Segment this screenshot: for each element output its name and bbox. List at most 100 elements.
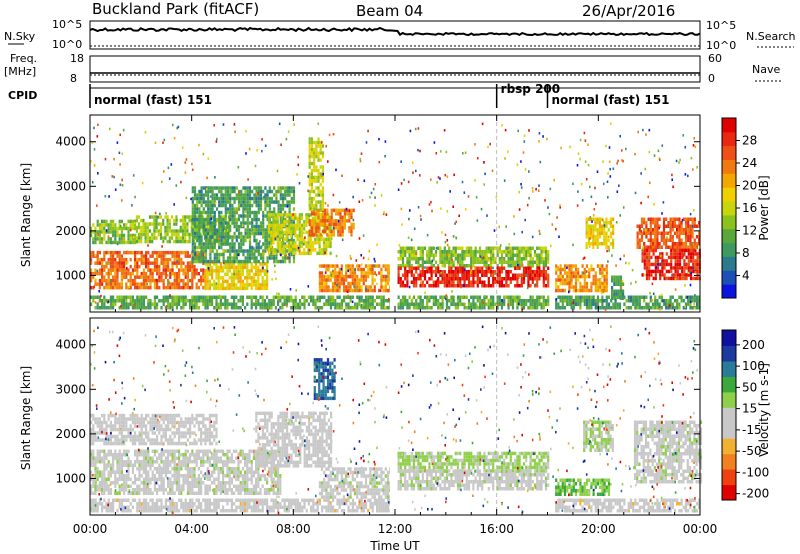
- heatmap-cell: [448, 306, 451, 310]
- heatmap-cell: [292, 241, 295, 245]
- heatmap-cell: [542, 257, 545, 261]
- heatmap-speckle: [365, 287, 367, 291]
- heatmap-cell: [314, 216, 317, 221]
- heatmap-cell: [324, 215, 327, 220]
- heatmap-cell: [487, 264, 490, 268]
- heatmap-cell: [492, 299, 495, 303]
- heatmap-cell: [331, 285, 335, 289]
- heatmap-cell: [358, 285, 361, 289]
- heatmap-cell: [251, 245, 254, 250]
- heatmap-cell: [220, 217, 223, 222]
- heatmap-cell: [129, 237, 132, 241]
- heatmap-cell: [605, 264, 608, 268]
- heatmap-speckle: [321, 174, 323, 177]
- heatmap-cell: [410, 270, 413, 274]
- heatmap-cell: [235, 228, 238, 232]
- heatmap-cell: [244, 256, 247, 260]
- heatmap-cell: [382, 278, 385, 282]
- heatmap-cell: [437, 306, 440, 310]
- heatmap-cell: [330, 222, 333, 227]
- heatmap-speckle: [495, 196, 498, 199]
- heatmap-cell: [259, 200, 263, 204]
- heatmap-cell: [585, 288, 589, 293]
- heatmap-speckle: [674, 277, 676, 281]
- heatmap-cell: [287, 241, 290, 245]
- heatmap-cell: [613, 275, 616, 279]
- heatmap-cell: [224, 286, 227, 291]
- heatmap-cell: [516, 302, 519, 306]
- heatmap-cell: [386, 281, 390, 286]
- heatmap-cell: [522, 266, 526, 270]
- heatmap-cell: [299, 299, 302, 303]
- heatmap-cell: [209, 186, 212, 190]
- heatmap-cell: [189, 264, 192, 269]
- heatmap-cell: [281, 186, 285, 190]
- heatmap-cell: [246, 256, 249, 260]
- heatmap-cell: [428, 277, 431, 281]
- heatmap-cell: [296, 227, 299, 231]
- heatmap-cell: [209, 207, 212, 211]
- heatmap-cell: [308, 189, 311, 194]
- heatmap-cell: [244, 283, 247, 287]
- heatmap-cell: [417, 295, 420, 299]
- heatmap-cell: [456, 280, 460, 284]
- heatmap-cell: [207, 245, 210, 250]
- heatmap-cell: [263, 269, 266, 273]
- heatmap-cell: [649, 228, 652, 232]
- heatmap-speckle: [354, 268, 356, 271]
- heatmap-speckle: [457, 263, 459, 266]
- heatmap-cell: [164, 261, 167, 265]
- heatmap-cell: [640, 295, 644, 299]
- heatmap-speckle: [359, 305, 362, 308]
- heatmap-cell: [136, 285, 139, 290]
- heatmap-cell: [319, 200, 322, 204]
- heatmap-speckle: [274, 237, 277, 240]
- heatmap-cell: [371, 299, 374, 303]
- heatmap-cell: [212, 236, 215, 240]
- heatmap-cell: [317, 222, 320, 227]
- heatmap-cell: [134, 285, 137, 290]
- heatmap-speckle: [538, 189, 540, 192]
- heatmap-cell: [419, 295, 422, 299]
- heatmap-cell: [251, 189, 254, 194]
- heatmap-cell: [233, 299, 236, 303]
- heatmap-cell: [156, 261, 159, 265]
- heatmap-cell: [90, 278, 93, 283]
- heatmap-cell: [456, 257, 460, 261]
- heatmap-cell: [308, 172, 311, 176]
- heatmap-cell: [681, 266, 684, 270]
- heatmap-cell: [496, 280, 499, 284]
- heatmap-cell: [193, 231, 197, 236]
- heatmap-cell: [262, 189, 265, 194]
- heatmap-cell: [175, 264, 178, 269]
- heatmap-cell: [509, 253, 512, 257]
- heatmap-cell: [273, 186, 276, 190]
- heatmap-cell: [481, 266, 484, 270]
- heatmap-cell: [612, 242, 615, 246]
- heatmap-cell: [536, 295, 539, 299]
- heatmap-cell: [694, 252, 697, 256]
- heatmap-cell: [590, 217, 593, 221]
- heatmap-cell: [319, 222, 322, 227]
- heatmap-cell: [643, 255, 646, 260]
- heatmap-cell: [296, 216, 299, 221]
- heatmap-cell: [267, 237, 271, 242]
- heatmap-cell: [142, 299, 145, 303]
- heatmap-cell: [326, 226, 329, 230]
- heatmap-cell: [659, 262, 662, 267]
- heatmap-cell: [138, 282, 141, 286]
- heatmap-cell: [423, 277, 427, 281]
- heatmap-cell: [182, 268, 185, 272]
- heatmap-cell: [467, 302, 471, 306]
- heatmap-cell: [347, 281, 350, 286]
- heatmap-cell: [301, 295, 304, 299]
- heatmap-cell: [226, 238, 230, 243]
- heatmap-cell: [654, 262, 657, 267]
- heatmap-cell: [367, 285, 370, 289]
- heatmap-cell: [315, 147, 318, 152]
- heatmap-cell: [200, 268, 203, 272]
- heatmap-cell: [145, 282, 148, 286]
- heatmap-cell: [698, 242, 701, 246]
- heatmap-cell: [248, 295, 251, 299]
- heatmap-cell: [134, 240, 137, 245]
